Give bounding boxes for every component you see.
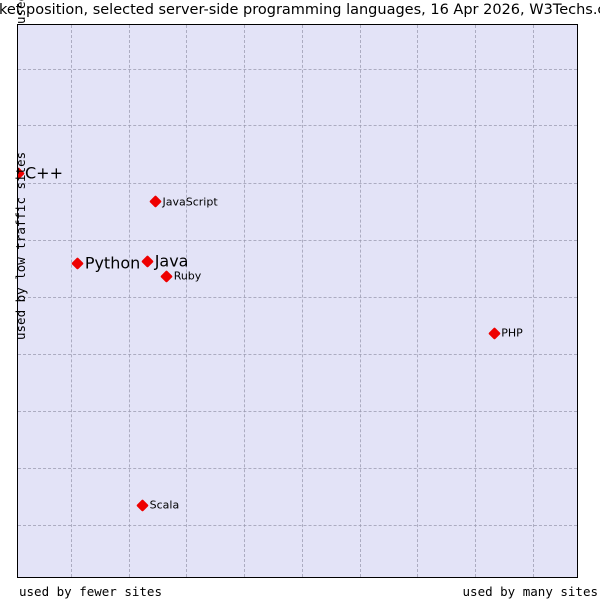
y-axis-label-low-text: used by low traffic sites — [13, 151, 28, 340]
data-point-label: PHP — [501, 326, 523, 340]
data-point-marker — [487, 326, 501, 340]
data-point-label: Scala — [149, 498, 180, 512]
y-axis-label-low: used by low traffic sites — [0, 152, 28, 578]
gridline-horizontal — [18, 182, 577, 184]
gridline-horizontal — [18, 239, 577, 241]
data-point-marker — [149, 195, 162, 208]
data-point-marker — [160, 269, 174, 283]
gridline-vertical — [532, 25, 534, 577]
gridline-vertical — [359, 25, 361, 577]
gridline-horizontal — [18, 525, 577, 527]
data-point-marker — [71, 257, 85, 270]
gridline-vertical — [128, 25, 130, 577]
gridline-horizontal — [18, 296, 577, 298]
data-point-label: C++ — [25, 163, 63, 183]
gridline-vertical — [301, 25, 303, 577]
gridline-horizontal — [18, 410, 577, 412]
x-axis-label-fewer: used by fewer sites — [19, 584, 162, 599]
data-point-label: JavaScript — [162, 195, 218, 209]
data-point-label: Java — [154, 251, 189, 271]
chart-title: Market position, selected server-side pr… — [0, 2, 600, 18]
gridline-vertical — [70, 25, 72, 577]
gridline-vertical — [417, 25, 419, 577]
gridline-vertical — [186, 25, 188, 577]
data-point-marker — [141, 254, 155, 268]
data-point-label: Python — [84, 253, 141, 273]
x-axis-label-many: used by many sites — [462, 584, 598, 599]
y-axis-label-high-text: used by high traffic sites — [13, 0, 28, 24]
gridline-horizontal — [18, 125, 577, 127]
plot-area: C++ JavaScript Python Java Ruby PHP Scala — [17, 24, 578, 578]
data-point-label: Ruby — [173, 269, 202, 283]
gridline-vertical — [475, 25, 477, 577]
data-point-marker — [136, 498, 150, 512]
gridline-horizontal — [18, 467, 577, 469]
gridline-horizontal — [18, 353, 577, 355]
gridline-vertical — [243, 25, 245, 577]
gridline-horizontal — [18, 68, 577, 70]
